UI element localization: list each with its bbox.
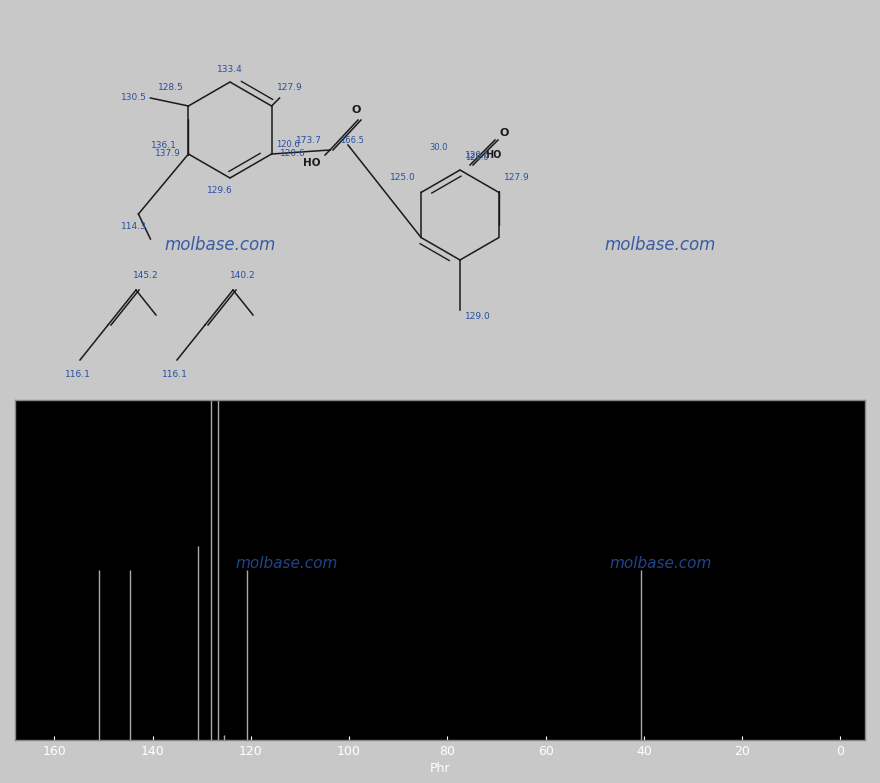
Text: 127.9: 127.9: [504, 174, 530, 182]
Text: 127.9: 127.9: [276, 83, 303, 92]
Text: 140.2: 140.2: [230, 271, 255, 280]
Text: 125.0: 125.0: [390, 174, 416, 182]
Text: 136.1: 136.1: [150, 141, 176, 150]
Text: 129.0: 129.0: [465, 153, 488, 162]
Text: 30.0: 30.0: [429, 143, 448, 152]
X-axis label: Phr: Phr: [429, 762, 451, 775]
Text: 145.2: 145.2: [133, 271, 158, 280]
Text: 137.9: 137.9: [155, 150, 180, 158]
Text: 120.6: 120.6: [280, 150, 305, 158]
Text: 129.0: 129.0: [465, 312, 491, 321]
Text: 133.4: 133.4: [217, 65, 243, 74]
Text: 116.1: 116.1: [65, 370, 91, 379]
Text: 166.5: 166.5: [340, 136, 363, 145]
Text: 120.6: 120.6: [276, 140, 300, 149]
Text: HO: HO: [303, 158, 320, 168]
Text: O: O: [352, 105, 362, 115]
Text: molbase.com: molbase.com: [236, 556, 338, 571]
Text: 130.5: 130.5: [121, 93, 146, 103]
Text: 116.1: 116.1: [162, 370, 188, 379]
Text: molbase.com: molbase.com: [605, 236, 715, 254]
Text: molbase.com: molbase.com: [610, 556, 712, 571]
Text: 173.7: 173.7: [297, 136, 322, 145]
Text: 129.6: 129.6: [207, 186, 233, 195]
Text: 114.3: 114.3: [121, 222, 146, 231]
Text: molbase.com: molbase.com: [165, 236, 275, 254]
Text: O: O: [500, 128, 510, 138]
Text: 128.5: 128.5: [158, 83, 183, 92]
Text: HO: HO: [485, 150, 502, 160]
Text: 129.0: 129.0: [465, 151, 491, 160]
